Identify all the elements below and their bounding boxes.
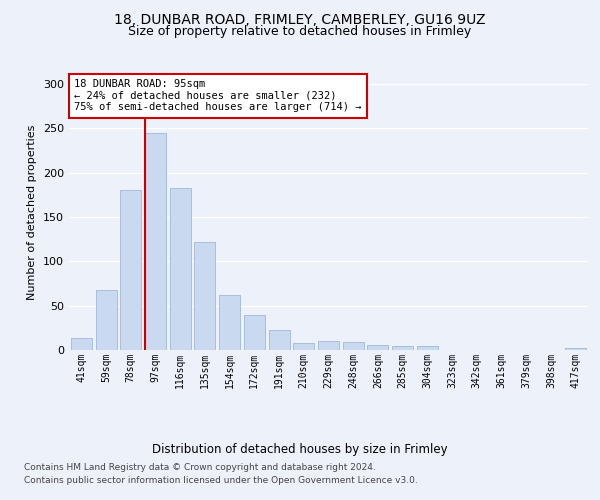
Bar xyxy=(318,341,339,350)
Bar xyxy=(367,344,388,350)
Text: 18 DUNBAR ROAD: 95sqm
← 24% of detached houses are smaller (232)
75% of semi-det: 18 DUNBAR ROAD: 95sqm ← 24% of detached … xyxy=(74,79,362,112)
Text: 18, DUNBAR ROAD, FRIMLEY, CAMBERLEY, GU16 9UZ: 18, DUNBAR ROAD, FRIMLEY, CAMBERLEY, GU1… xyxy=(114,12,486,26)
Bar xyxy=(194,242,215,350)
Bar xyxy=(269,330,290,350)
Bar xyxy=(343,342,364,350)
Y-axis label: Number of detached properties: Number of detached properties xyxy=(28,125,37,300)
Bar xyxy=(392,346,413,350)
Bar xyxy=(120,190,141,350)
Bar xyxy=(219,295,240,350)
Bar xyxy=(565,348,586,350)
Text: Distribution of detached houses by size in Frimley: Distribution of detached houses by size … xyxy=(152,442,448,456)
Text: Size of property relative to detached houses in Frimley: Size of property relative to detached ho… xyxy=(128,25,472,38)
Text: Contains HM Land Registry data © Crown copyright and database right 2024.: Contains HM Land Registry data © Crown c… xyxy=(24,464,376,472)
Bar xyxy=(293,343,314,350)
Bar xyxy=(244,314,265,350)
Text: Contains public sector information licensed under the Open Government Licence v3: Contains public sector information licen… xyxy=(24,476,418,485)
Bar xyxy=(95,290,116,350)
Bar xyxy=(145,132,166,350)
Bar xyxy=(170,188,191,350)
Bar xyxy=(71,338,92,350)
Bar xyxy=(417,346,438,350)
